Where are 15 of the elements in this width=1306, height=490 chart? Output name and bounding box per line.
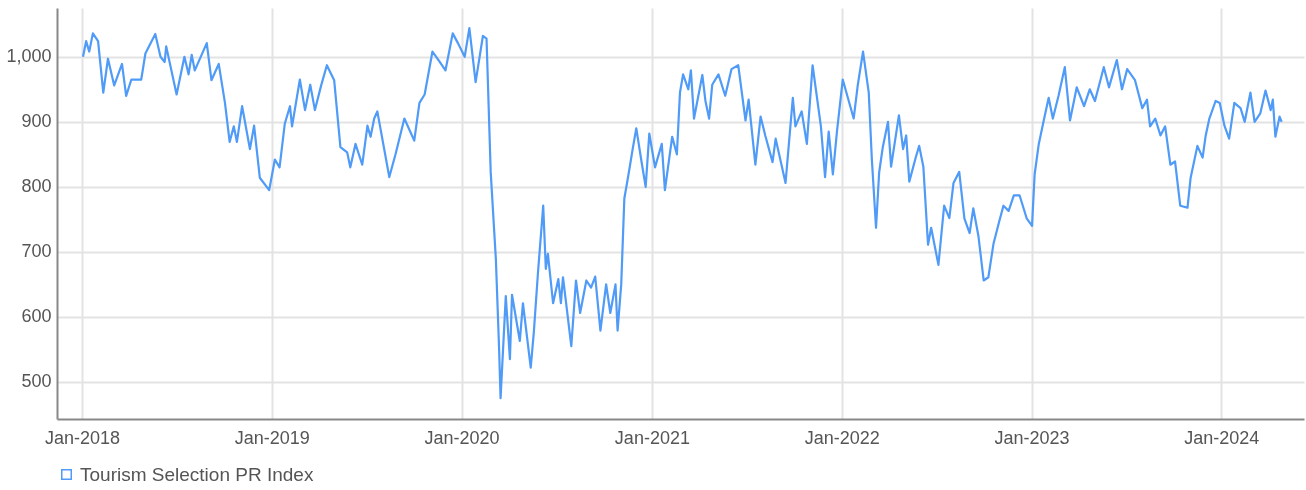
x-tick-label: Jan-2019 <box>234 427 310 448</box>
x-tick-label: Jan-2024 <box>1184 427 1260 448</box>
x-tick-label: Jan-2018 <box>44 427 120 448</box>
y-tick-label: 1,000 <box>6 46 52 67</box>
x-tick-label: Jan-2020 <box>424 427 500 448</box>
legend-label: Tourism Selection PR Index <box>80 463 314 485</box>
x-tick-label: Jan-2022 <box>804 427 880 448</box>
x-tick-label: Jan-2021 <box>614 427 690 448</box>
x-tick-label: Jan-2023 <box>994 427 1070 448</box>
line-series <box>81 27 1283 400</box>
y-tick-label: 500 <box>21 371 52 392</box>
y-tick-label: 700 <box>21 241 52 262</box>
y-tick-label: 900 <box>21 111 52 132</box>
y-tick-label: 600 <box>21 306 52 327</box>
y-tick-label: 800 <box>21 176 52 197</box>
